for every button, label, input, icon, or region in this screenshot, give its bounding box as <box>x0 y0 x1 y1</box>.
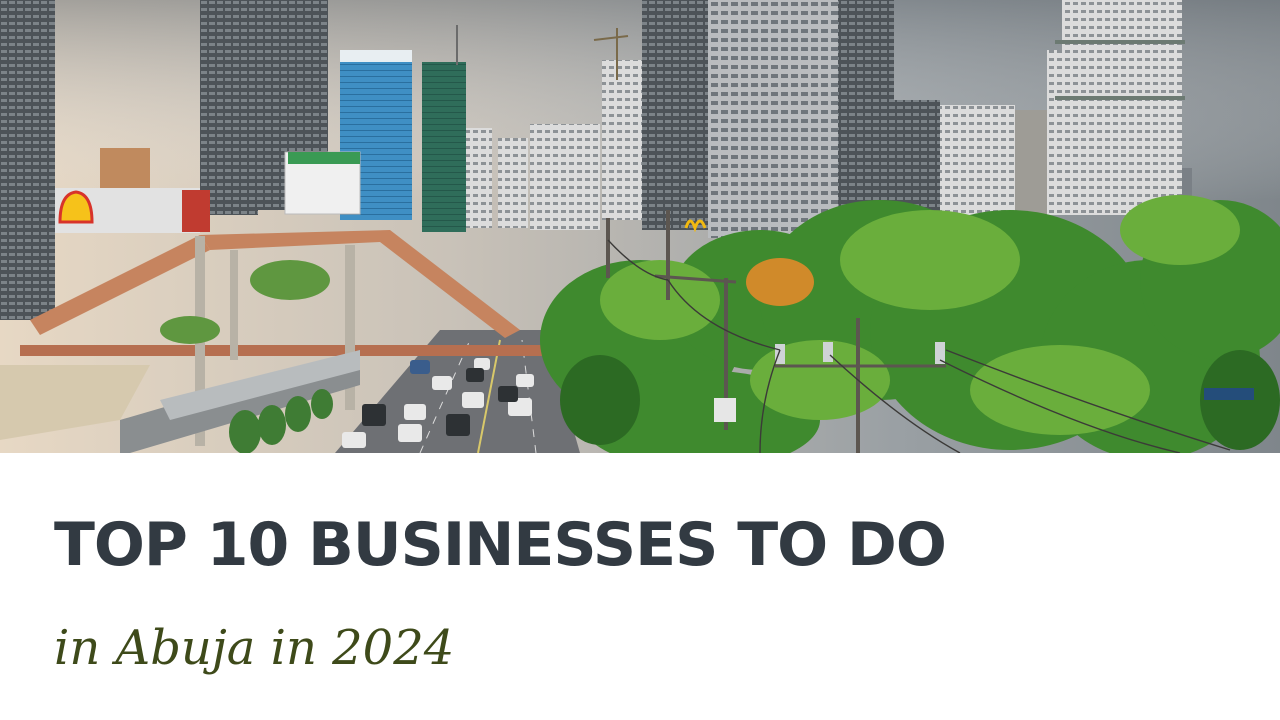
hero-photo <box>0 0 1280 453</box>
page-title: TOP 10 BUSINESSES TO DO <box>54 510 947 580</box>
page-subtitle: in Abuja in 2024 <box>54 620 455 676</box>
mcdonalds-sign-icon <box>684 219 707 233</box>
city-skyline-image <box>0 0 1280 453</box>
shell-sign-icon <box>58 190 94 224</box>
